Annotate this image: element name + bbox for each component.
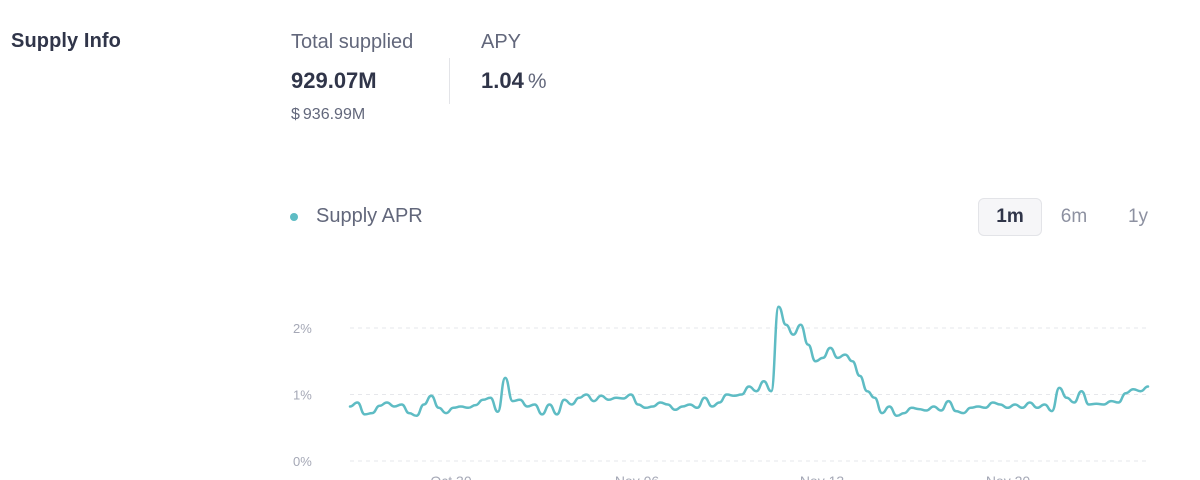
range-tab-6m[interactable]: 6m: [1060, 206, 1088, 227]
apy-stat: APY 1.04%: [481, 30, 547, 95]
apy-label: APY: [481, 31, 522, 53]
currency-symbol: $: [291, 106, 300, 123]
total-supplied-stat: Total supplied 929.07M $936.99M: [291, 30, 413, 124]
y-tick-label: 0%: [293, 454, 312, 469]
apy-value: 1.04: [481, 68, 524, 93]
x-tick-label: Nov 06: [615, 473, 660, 480]
total-supplied-usd: $936.99M: [291, 106, 413, 124]
chart-legend: Supply APR: [290, 205, 423, 228]
total-supplied-usd-value: 936.99M: [302, 106, 366, 123]
x-tick-label: Nov 13: [800, 473, 845, 480]
apy-suffix: %: [527, 70, 547, 93]
legend-label: Supply APR: [316, 205, 423, 227]
range-tab-1y[interactable]: 1y: [1127, 206, 1149, 227]
series-line-supply-apr: [348, 305, 1150, 418]
stat-divider: [449, 58, 450, 104]
legend-dot-icon: [290, 212, 298, 221]
y-tick-label: 1%: [293, 388, 312, 403]
x-tick-label: Oct 30: [430, 473, 471, 480]
range-tab-1m[interactable]: 1m: [978, 198, 1042, 236]
total-supplied-label: Total supplied: [291, 31, 414, 53]
section-title: Supply Info: [11, 30, 121, 52]
y-tick-label: 2%: [293, 321, 312, 336]
apy-value-wrap: 1.04%: [481, 68, 547, 95]
time-range-tabs: 1m 6m 1y: [978, 198, 1170, 236]
total-supplied-value: 929.07M: [291, 68, 377, 93]
x-tick-label: Nov 20: [986, 473, 1031, 480]
